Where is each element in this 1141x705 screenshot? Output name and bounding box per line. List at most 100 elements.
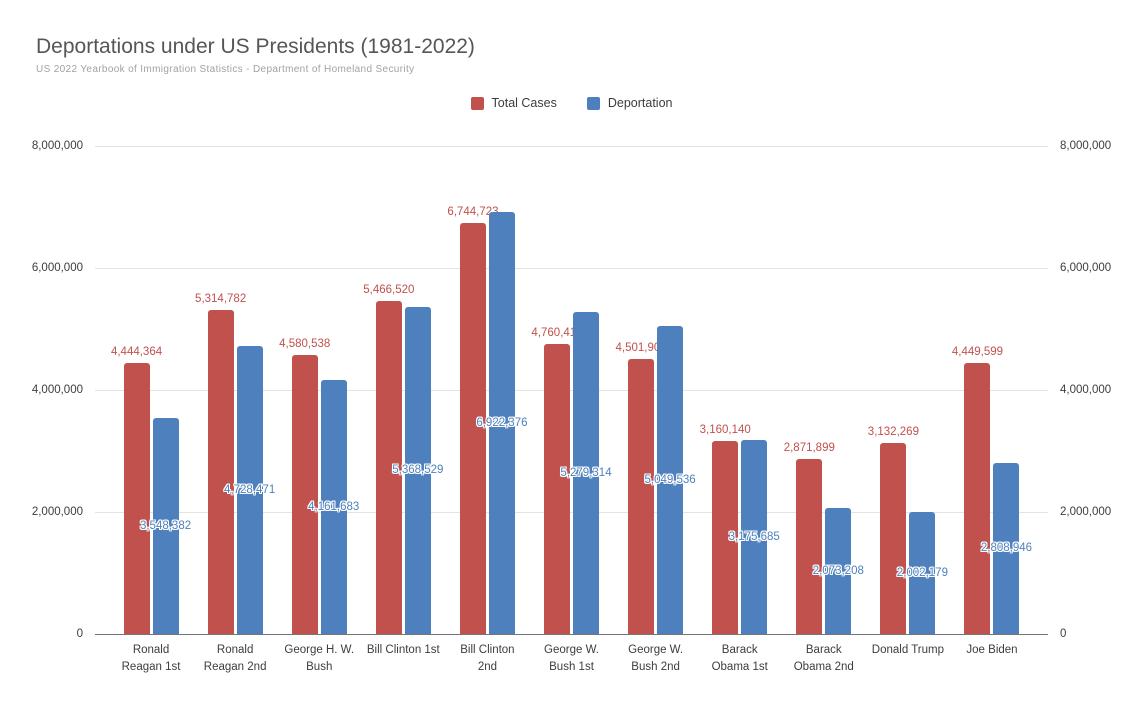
deportation-bar[interactable]: 3,175,685 [729, 440, 780, 634]
deportation-bar[interactable]: 3,548,382 [140, 417, 191, 634]
deportation-bar[interactable]: 2,808,946 [981, 462, 1032, 634]
data-label: 5,466,520 [363, 283, 415, 296]
legend-item-deportation[interactable]: Deportation [586, 96, 673, 110]
x-axis-category-label: Barack Obama 2nd [793, 644, 854, 673]
legend-label: Total Cases [491, 96, 557, 110]
deportation-bar[interactable]: 2,002,179 [897, 511, 948, 634]
bar-group: 5,466,520 5,368,529 [361, 146, 445, 634]
data-label: 6,922,376 [476, 416, 528, 429]
gridline [95, 268, 1048, 269]
data-label: 4,161,683 [308, 501, 360, 514]
y-axis-tick-right: 0 [1060, 628, 1067, 640]
x-axis-category-label: Bill Clinton 2nd [460, 644, 515, 673]
data-label: 6,744,723 [447, 205, 499, 218]
bar-pair: 4,444,364 3,548,382 [111, 146, 191, 634]
bar-group: 4,501,905 5,049,536 [614, 146, 698, 634]
bar-group: 6,744,723 6,922,376 [445, 146, 529, 634]
bars-row: 4,444,364 3,548,382 5,314,782 4,728,471 4,58… [95, 146, 1048, 634]
total-cases-bar[interactable]: 4,501,905 [616, 342, 667, 634]
total-cases-swatch-icon [470, 96, 484, 110]
total-cases-bar[interactable]: 4,449,599 [952, 346, 1003, 634]
gridline [95, 512, 1048, 513]
total-cases-bar[interactable]: 4,580,538 [279, 338, 330, 634]
y-axis-tick-right: 2,000,000 [1060, 506, 1112, 518]
y-axis-tick-right: 8,000,000 [1060, 140, 1112, 152]
deportation-bar[interactable]: 2,073,208 [813, 507, 864, 634]
data-label: 4,444,364 [110, 345, 163, 358]
data-label: 5,279,314 [560, 466, 612, 479]
data-label: 2,808,946 [980, 542, 1033, 555]
chart-title: Deportations under US Presidents (1981-2… [36, 35, 475, 58]
deportation-bar[interactable]: 5,368,529 [392, 306, 443, 634]
bar-group: 4,760,410 5,279,314 [529, 146, 613, 634]
bar-group: 5,314,782 4,728,471 [193, 146, 277, 634]
x-axis-category-label: George W. Bush 2nd [628, 644, 684, 673]
chart-subtitle: US 2022 Yearbook of Immigration Statisti… [36, 64, 415, 75]
plot-area: 8,000,000 8,000,000 6,000,000 6,000,000 4,00… [32, 140, 1111, 640]
bar-pair: 6,744,723 6,922,376 [447, 146, 528, 634]
bar-pair: 4,449,599 2,808,946 [952, 146, 1032, 634]
x-axis-category-label: Ronald Reagan 2nd [203, 644, 267, 673]
x-axis-line [95, 634, 1048, 635]
y-axis-tick-left: 6,000,000 [31, 262, 83, 274]
x-axis-category-label: Barack Obama 1st [711, 644, 768, 673]
x-axis-category-label: Joe Biden [966, 644, 1018, 656]
x-axis-category-label: George H. W. Bush [284, 644, 355, 673]
x-axis-category-label: Donald Trump [871, 644, 944, 656]
legend-item-total-cases[interactable]: Total Cases [470, 96, 557, 110]
total-cases-bar[interactable]: 6,744,723 [447, 206, 499, 634]
legend-label: Deportation [607, 96, 673, 110]
data-label: 5,368,529 [392, 464, 444, 477]
bar-group: 3,160,140 3,175,685 [698, 146, 782, 634]
gridline [95, 146, 1048, 147]
data-label: 4,760,410 [531, 326, 583, 339]
deportation-bar[interactable]: 5,049,536 [645, 325, 696, 634]
deportation-swatch-icon [586, 96, 600, 110]
total-cases-bar[interactable]: 5,314,782 [195, 293, 246, 634]
y-axis-tick-right: 4,000,000 [1060, 384, 1112, 396]
data-label: 2,871,899 [783, 441, 835, 454]
bar-pair: 4,580,538 4,161,683 [279, 146, 359, 634]
x-axis-category-label: Ronald Reagan 1st [121, 644, 181, 673]
legend: Total Cases Deportation [95, 96, 1048, 110]
bar-group: 2,871,899 2,073,208 [782, 146, 866, 634]
total-cases-bar[interactable]: 3,132,269 [868, 426, 919, 634]
data-label: 5,049,536 [644, 473, 696, 486]
total-cases-bar[interactable]: 4,760,410 [531, 327, 583, 634]
y-axis-tick-left: 8,000,000 [31, 140, 83, 152]
total-cases-bar[interactable]: 3,160,140 [700, 424, 751, 634]
data-label: 3,175,685 [728, 531, 780, 544]
bar-group: 4,449,599 2,808,946 [950, 146, 1034, 634]
data-label: 5,314,782 [195, 292, 247, 305]
bar-pair: 4,501,905 5,049,536 [616, 146, 696, 634]
x-axis-category-label: Bill Clinton 1st [366, 644, 440, 656]
bar-pair: 3,160,140 3,175,685 [700, 146, 780, 634]
bar-pair: 4,760,410 5,279,314 [531, 146, 612, 634]
gridline [95, 390, 1048, 391]
bar-group: 4,580,538 4,161,683 [277, 146, 361, 634]
bar-pair: 5,466,520 5,368,529 [363, 146, 443, 634]
total-cases-bar[interactable]: 2,871,899 [784, 442, 835, 634]
data-label: 4,501,905 [615, 342, 667, 355]
total-cases-bar[interactable]: 5,466,520 [363, 284, 414, 634]
x-axis-labels: Ronald Reagan 1st Ronald Reagan 2nd George… [95, 642, 1048, 675]
deportation-bar[interactable]: 5,279,314 [560, 311, 612, 634]
deportation-bar[interactable]: 6,922,376 [476, 211, 528, 634]
data-label: 3,132,269 [867, 425, 919, 438]
y-axis-tick-left: 4,000,000 [31, 384, 83, 396]
bar-group: 4,444,364 3,548,382 [109, 146, 193, 634]
data-label: 3,160,140 [699, 424, 751, 437]
data-label: 2,002,179 [896, 566, 948, 579]
total-cases-bar[interactable]: 4,444,364 [111, 346, 162, 634]
data-label: 2,073,208 [812, 564, 864, 577]
data-label: 4,728,471 [224, 483, 276, 496]
deportation-bar[interactable]: 4,728,471 [224, 345, 275, 634]
y-axis-tick-left: 0 [76, 628, 83, 640]
bar-pair: 5,314,782 4,728,471 [195, 146, 275, 634]
x-axis-category-label: George W. Bush 1st [544, 644, 599, 673]
y-axis-tick-left: 2,000,000 [31, 506, 83, 518]
bar-pair: 2,871,899 2,073,208 [784, 146, 864, 634]
data-label: 3,548,382 [139, 519, 192, 532]
deportation-bar[interactable]: 4,161,683 [308, 380, 359, 634]
